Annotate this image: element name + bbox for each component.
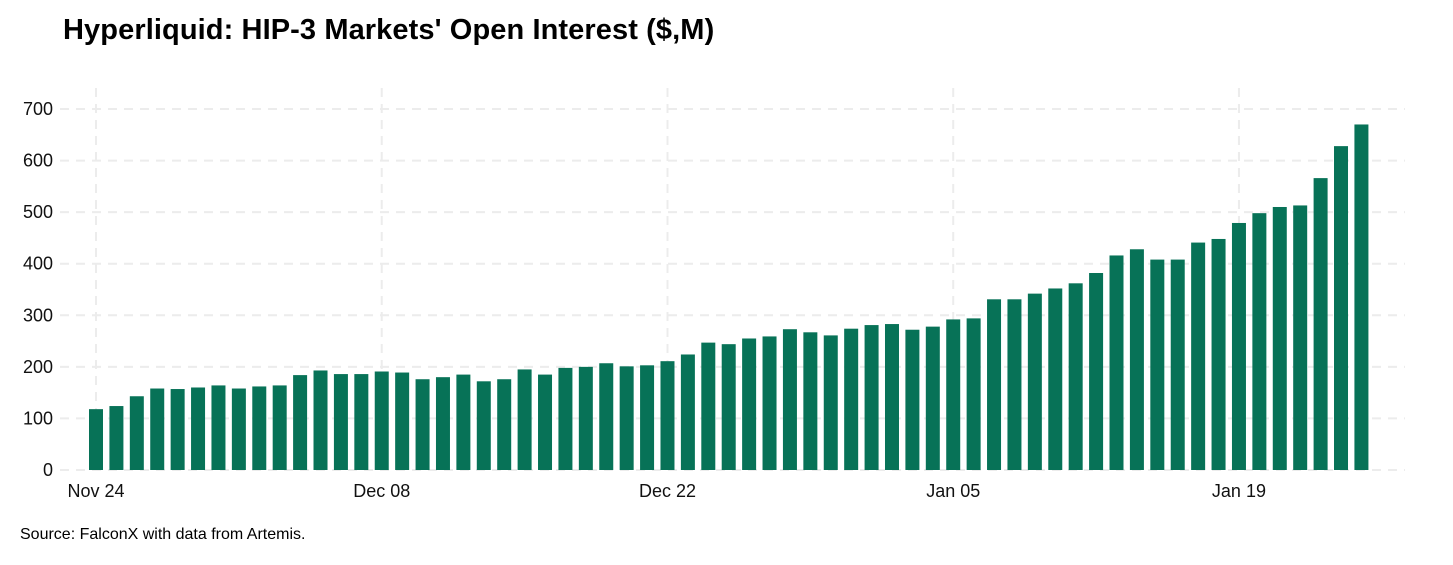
y-tick-label: 600	[23, 151, 53, 171]
y-tick-label: 200	[23, 357, 53, 377]
x-axis: Nov 24 Dec 08 Dec 22 Jan 05 Jan 19	[67, 481, 1266, 501]
bar	[1211, 238, 1226, 470]
bar	[1109, 255, 1124, 470]
y-tick-label: 700	[23, 99, 53, 119]
bar	[456, 374, 471, 470]
y-axis: 0 100 200 300 400 500 600 700	[23, 99, 53, 480]
source-note: Source: FalconX with data from Artemis.	[20, 526, 306, 543]
bar	[640, 365, 655, 470]
bar	[313, 370, 328, 470]
chart-title: Hyperliquid: HIP-3 Markets' Open Interes…	[63, 14, 715, 46]
bar	[1313, 178, 1328, 471]
bar	[925, 326, 940, 470]
x-tick-label: Dec 22	[639, 481, 696, 501]
y-tick-label: 0	[43, 460, 53, 480]
bar	[1068, 283, 1083, 470]
bar	[1027, 293, 1042, 470]
bar	[844, 328, 859, 470]
bar	[272, 385, 287, 470]
bar	[1170, 259, 1185, 470]
bar	[538, 374, 553, 470]
x-tick-label: Jan 05	[926, 481, 980, 501]
bar	[1150, 259, 1165, 470]
y-tick-label: 300	[23, 305, 53, 325]
bar	[129, 396, 144, 470]
bar	[721, 344, 736, 470]
bar	[252, 386, 267, 470]
bar	[415, 379, 430, 470]
bar	[680, 354, 695, 470]
bar-chart: 0 100 200 300 400 500 600 700 Nov 24 Dec 08 Dec 2…	[23, 88, 1405, 501]
bar	[1231, 222, 1246, 470]
bar	[211, 385, 226, 470]
y-tick-label: 500	[23, 202, 53, 222]
bar	[1293, 205, 1308, 470]
bar	[946, 319, 961, 470]
bar	[987, 299, 1002, 470]
bar	[395, 372, 410, 470]
bar	[742, 338, 757, 470]
y-tick-label: 100	[23, 408, 53, 428]
bar	[966, 318, 981, 470]
bar	[599, 363, 614, 470]
bar	[476, 381, 491, 470]
bar	[578, 366, 593, 470]
bar	[1252, 213, 1267, 471]
bar	[864, 325, 879, 470]
bar	[1354, 124, 1369, 470]
bar	[558, 367, 573, 470]
bar	[374, 371, 389, 470]
bar	[660, 361, 675, 470]
bar	[333, 374, 348, 470]
bar	[905, 329, 920, 470]
bar	[1129, 249, 1144, 470]
bar	[293, 375, 308, 470]
bars	[89, 124, 1369, 471]
bar	[231, 388, 246, 470]
bar	[1272, 206, 1287, 471]
x-tick-label: Dec 08	[353, 481, 410, 501]
bar	[497, 379, 512, 470]
bar	[803, 332, 818, 470]
x-tick-label: Jan 19	[1212, 481, 1266, 501]
bar	[435, 377, 450, 470]
bar	[1089, 273, 1104, 470]
x-tick-label: Nov 24	[67, 481, 124, 501]
bar	[1007, 299, 1022, 470]
bar	[170, 389, 185, 470]
bar	[109, 406, 124, 470]
bar	[884, 324, 899, 470]
bar	[619, 366, 634, 470]
bar	[150, 388, 165, 470]
bar	[1048, 288, 1063, 470]
bar	[701, 342, 716, 470]
bar	[823, 335, 838, 470]
y-tick-label: 400	[23, 254, 53, 274]
bar	[1334, 146, 1349, 470]
bar	[1191, 242, 1206, 470]
bar	[517, 369, 532, 470]
bar	[782, 329, 797, 470]
bar	[89, 409, 103, 470]
bar	[354, 374, 369, 470]
bar	[762, 336, 777, 470]
bar	[191, 387, 206, 470]
